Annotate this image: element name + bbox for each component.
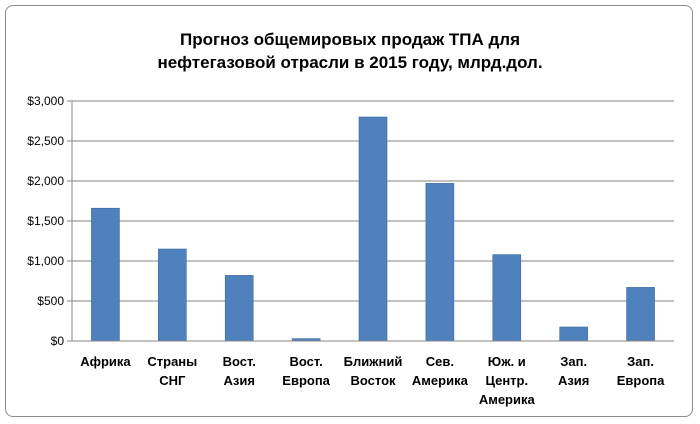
x-tick-label: Зап. Европа [617,354,665,388]
bar [559,326,588,342]
x-tick-label: Сев. Америка [412,354,469,388]
x-tick-label-line: Европа [617,373,665,388]
bar [626,287,655,342]
x-tick-label: Юж. и Центр. Америка [479,354,536,407]
bar [492,254,522,342]
y-tick-label: $1,500 [27,214,64,228]
bar [91,207,120,342]
x-tick-label-line: СНГ [159,373,186,388]
x-tick-label: Зап. Азия [558,354,589,388]
x-tick-label: Вост. Европа [282,354,330,388]
bar [358,116,388,342]
chart-title-line-2: нефтегазовой отрасли в 2015 году, млрд.д… [157,53,543,72]
bar [158,248,187,342]
x-tick-label: Африка [80,354,131,369]
x-tick-label: Вост. Азия [223,354,256,388]
chart-title-line-1: Прогноз общемировых продаж ТПА для [179,30,521,49]
x-tick-label-line: Центр. [485,373,528,388]
y-tick-label: $1,000 [27,254,64,268]
y-tick-label: $2,500 [27,134,64,148]
x-tick-label-line: Зап. [627,354,654,369]
y-tick-label: $0 [51,334,65,348]
x-tick-label-line: Зап. [560,354,587,369]
x-tick-label-line: Ближний [344,354,403,369]
x-tick-label-line: Азия [224,373,255,388]
y-tick-label: $2,000 [27,174,64,188]
x-tick-label-line: Европа [282,373,330,388]
x-tick-label-line: Сев. [426,354,454,369]
x-tick-label-line: Америка [479,392,536,407]
bar [224,275,254,342]
x-tick-label-line: Восток [350,373,396,388]
x-tick-label-line: Африка [80,354,131,369]
x-tick-label-line: Азия [558,373,589,388]
bar [425,183,455,342]
x-tick-label: Страны СНГ [147,354,197,388]
x-tick-label-line: Страны [147,354,197,369]
x-tick-label: Ближний Восток [344,354,403,388]
y-tick-label: $500 [37,294,64,308]
y-tick-label: $3,000 [27,94,64,108]
x-tick-label-line: Вост. [223,354,256,369]
x-tick-label-line: Америка [412,373,469,388]
chart-title: Прогноз общемировых продаж ТПА для нефте… [0,28,700,74]
x-tick-label-line: Юж. и [488,354,526,369]
x-tick-label-line: Вост. [289,354,322,369]
